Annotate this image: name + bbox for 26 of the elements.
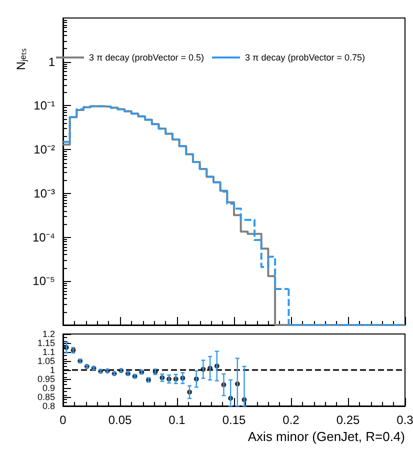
x-tick-label: 0.25 (336, 413, 360, 427)
x-tick-label: 0.15 (222, 413, 246, 427)
x-axis-title: Axis minor (GenJet, R=0.4) (248, 429, 405, 444)
legend-label: 3 π decay (probVector = 0.5) (88, 52, 204, 62)
y-tick-label: 0.95 (37, 374, 55, 384)
y-tick-label: 1.2 (42, 329, 55, 339)
y-tick-label: 0.8 (42, 401, 55, 411)
x-tick-label: 0.1 (168, 413, 186, 427)
y-tick-label: 0.9 (42, 383, 55, 393)
y-tick-label: 10⁻⁵ (32, 274, 56, 288)
x-tick-label: 0.05 (108, 413, 132, 427)
x-tick-label: 0 (60, 413, 67, 427)
y-tick-label: 1.15 (37, 338, 55, 348)
y-tick-label: 0.85 (37, 392, 55, 402)
legend-label: 3 π decay (probVector = 0.75) (244, 52, 366, 62)
y-tick-label: 10⁻² (34, 142, 56, 157)
y-tick-label: 10⁻¹ (34, 98, 56, 113)
y-tick-label: 10⁻³ (34, 186, 56, 200)
y-tick-label: 1.05 (37, 356, 55, 366)
x-tick-label: 0.3 (396, 413, 413, 427)
y-axis-title: Nⱼₑₜₛ (14, 48, 28, 70)
y-tick-label: 10⁻⁴ (32, 230, 55, 244)
y-tick-label: 1 (48, 54, 56, 69)
x-tick-label: 0.2 (282, 413, 300, 427)
y-tick-label: 1 (50, 365, 55, 375)
y-tick-label: 1.1 (42, 347, 55, 357)
